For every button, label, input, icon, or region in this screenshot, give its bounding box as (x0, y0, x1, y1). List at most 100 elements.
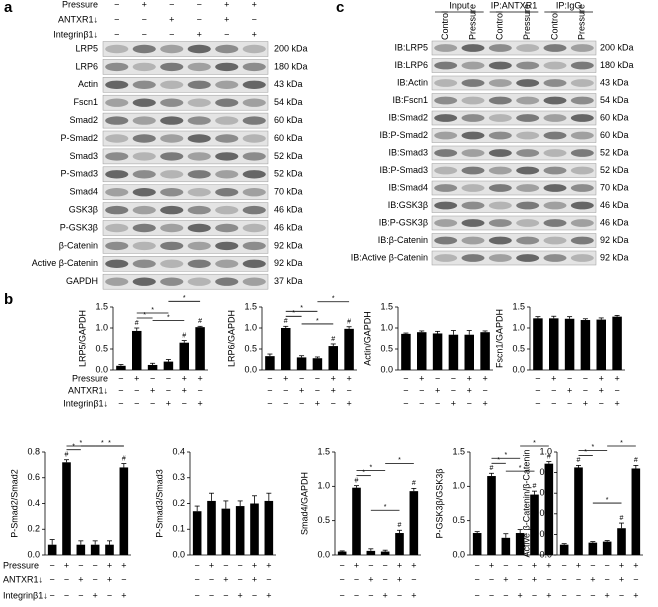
blot-size: 92 kDa (600, 235, 629, 245)
bar (487, 476, 496, 555)
blot-band (570, 79, 594, 87)
blot-band (516, 114, 540, 122)
y-tick-label: 1.0 (539, 446, 552, 456)
blot-band (543, 79, 567, 87)
blot-band (160, 188, 184, 197)
blot-band (215, 223, 239, 233)
y-tick-label: 0.0 (27, 549, 40, 559)
lane-label: Pressure (577, 4, 587, 40)
condition-sign: + (482, 398, 487, 408)
y-tick-label: 1.5 (95, 301, 108, 311)
condition-sign: − (599, 398, 604, 408)
blot-band (187, 62, 211, 72)
blot-label: GAPDH (66, 276, 98, 286)
condition-sign: − (252, 14, 257, 24)
bar (250, 503, 259, 555)
blot-band (434, 96, 458, 105)
blot-band (461, 236, 485, 245)
condition-sign: − (614, 385, 619, 395)
bracket-label: * (167, 314, 170, 321)
condition-sign: − (583, 385, 588, 395)
blot-band (160, 134, 184, 143)
blot-band (543, 166, 567, 175)
blot-size: 46 kDa (600, 217, 629, 227)
bar (147, 364, 158, 370)
bar (264, 500, 274, 555)
y-tick-label: 0.0 (244, 364, 257, 374)
condition-sign: − (238, 560, 243, 570)
condition-sign: − (195, 560, 200, 570)
bracket-label: * (620, 440, 623, 447)
bracket-label: * (79, 440, 82, 447)
blot-size: 200 kDa (600, 42, 634, 52)
condition-sign: − (209, 574, 214, 584)
condition-sign: − (142, 29, 147, 39)
blot-band (570, 184, 594, 192)
blot-band (242, 170, 266, 179)
condition-sign: + (252, 29, 257, 39)
condition-sign: − (383, 574, 388, 584)
condition-sign: + (182, 385, 187, 395)
condition-sign: + (182, 373, 187, 383)
condition-sign: − (93, 574, 98, 584)
condition-sign: + (451, 398, 456, 408)
y-tick-label: 0.0 (512, 364, 525, 374)
bracket-label: * (369, 464, 372, 471)
blot-band (105, 44, 129, 54)
blot-band (132, 277, 156, 286)
condition-sign: − (150, 373, 155, 383)
blot-label: IB:Smad4 (388, 182, 428, 192)
condition-sign: + (614, 398, 619, 408)
blot-size: 92 kDa (600, 252, 629, 262)
condition-sign: − (195, 574, 200, 584)
blot-band (215, 188, 239, 197)
condition-sign: − (489, 574, 494, 584)
condition-sign: − (197, 0, 202, 9)
lane-label: Control (549, 11, 559, 40)
significance-marker: # (355, 477, 359, 484)
blot-band (132, 259, 156, 268)
blot-band (461, 131, 485, 140)
bar (448, 334, 459, 370)
bar (337, 551, 347, 555)
blot-band (570, 166, 594, 175)
bar (132, 330, 142, 370)
blot-band (543, 61, 567, 70)
blot-label: IB:Smad2 (388, 112, 428, 122)
condition-sign: − (197, 385, 202, 395)
condition-sign: − (315, 385, 320, 395)
y-tick-label: 0.5 (317, 515, 330, 525)
blot-label: β-Catenin (59, 240, 98, 250)
condition-sign: + (150, 385, 155, 395)
blot-band (570, 201, 594, 210)
significance-marker: # (577, 457, 581, 464)
blot-band (215, 205, 239, 215)
bar (515, 533, 525, 555)
condition-sign: + (224, 14, 229, 24)
blot-band (187, 241, 211, 251)
blot-band (105, 62, 129, 72)
condition-sign: − (118, 373, 123, 383)
condition-sign: − (383, 560, 388, 570)
condition-label: Integrinβ1↓ (53, 29, 98, 39)
condition-sign: − (532, 590, 537, 600)
condition-sign: + (354, 560, 359, 570)
blot-band (105, 259, 129, 268)
blot-band (242, 259, 266, 268)
condition-sign: − (562, 560, 567, 570)
condition-sign: − (605, 574, 610, 584)
blot-band (434, 166, 458, 175)
blot-band (516, 254, 540, 262)
significance-marker: # (398, 522, 402, 529)
condition-sign: − (567, 398, 572, 408)
bar (617, 528, 626, 555)
y-tick-label: 1.0 (317, 481, 330, 491)
blot-band (105, 152, 129, 161)
condition-sign: + (546, 590, 551, 600)
blot-band (570, 131, 594, 140)
condition-label: ANTXR1↓ (68, 385, 108, 395)
bracket-label: * (332, 296, 335, 303)
bar (90, 544, 100, 555)
y-tick-label: 1.5 (244, 301, 257, 311)
